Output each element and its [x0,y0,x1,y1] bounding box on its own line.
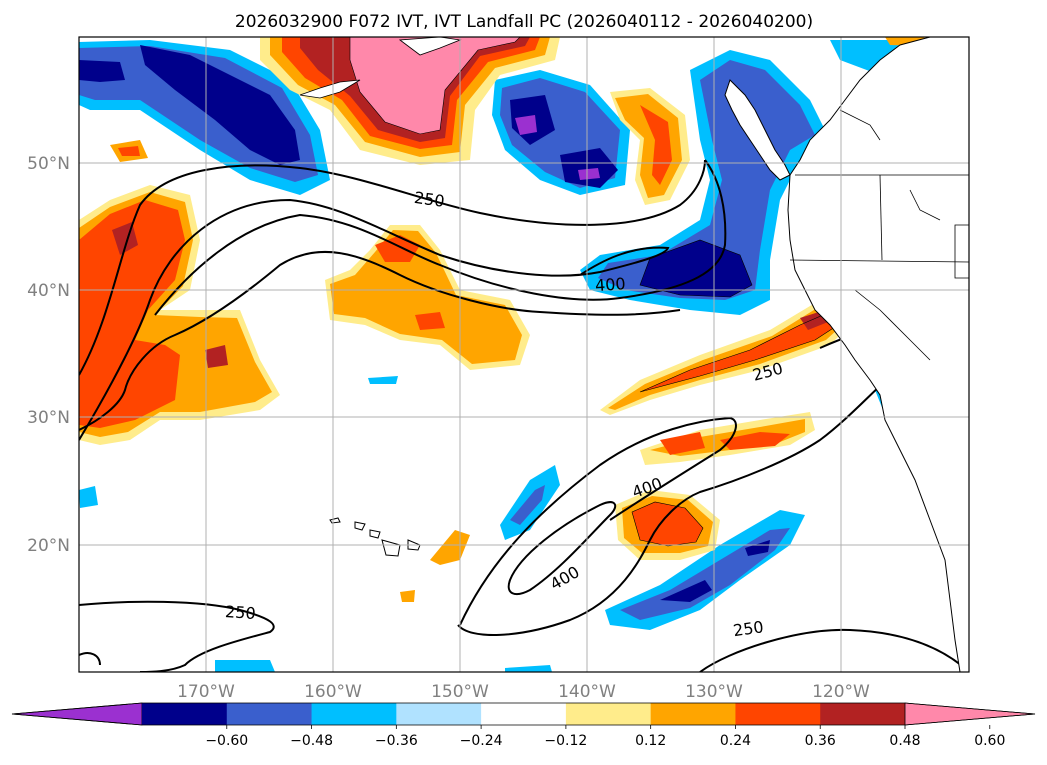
coastline [299,37,969,672]
latitude-labels: 50°N 40°N 30°N 20°N [27,154,70,556]
hawaii-islands [329,517,421,557]
contour-label: 250 [732,617,765,640]
colorbar-bin [650,703,736,725]
colorbar-bin [481,703,567,725]
colorbar-tick-label: −0.36 [375,733,418,749]
lon-label: 170°W [177,682,235,702]
colorbar-tick-label: −0.24 [460,733,503,749]
lon-label: 140°W [558,682,616,702]
colorbar-bin [142,703,228,725]
lat-label: 30°N [27,408,70,428]
lat-label: 50°N [27,154,70,174]
colorbar-bin [226,703,313,725]
lat-label: 20°N [27,536,70,556]
longitude-labels: 170°W 160°W 150°W 140°W 130°W 120°W [177,682,870,702]
contour-label: 400 [594,274,626,295]
lon-label: 120°W [812,682,870,702]
colorbar-bin [311,703,397,725]
lon-label: 160°W [304,682,362,702]
colorbar-tick-label: 0.60 [974,733,1005,749]
map-frame [78,36,970,673]
colorbar-tick-label: 0.24 [720,733,751,749]
colorbar-bin [396,703,482,725]
colorbar-tick-label: −0.12 [544,733,587,749]
lat-label: 40°N [27,281,70,301]
colorbar-bin [565,703,652,725]
colorbar-bin [820,703,906,725]
map-panel: 250 400 250 400 400 250 250 [79,37,969,672]
map-title: 2026032900 F072 IVT, IVT Landfall PC (20… [235,12,813,32]
colorbar-bin [735,703,821,725]
contour-label: 250 [413,188,446,211]
colorbar: −0.60 −0.48 −0.36 −0.24 −0.12 0.12 0.24 0.36 0.4… [11,702,1036,749]
colorbar-outline [11,702,1036,726]
colorbar-tick-label: −0.60 [205,733,248,749]
gridlines [79,37,969,672]
lon-label: 130°W [685,682,743,702]
colorbar-extend-high [904,702,1036,726]
state-borders [789,109,969,361]
colorbar-tick-label: −0.48 [290,733,333,749]
lon-label: 150°W [431,682,489,702]
colorbar-tick-label: 0.12 [635,733,666,749]
colorbar-tick-label: 0.36 [805,733,836,749]
colorbar-extend-low [11,702,143,726]
contour-label: 250 [224,602,256,623]
colorbar-tick-label: 0.48 [889,733,920,749]
